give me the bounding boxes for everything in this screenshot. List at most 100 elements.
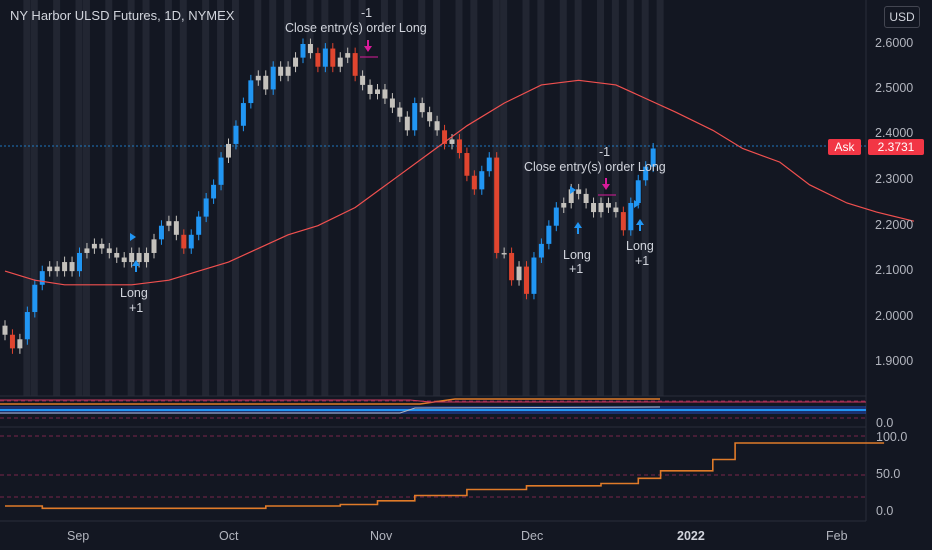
- candle-body: [643, 166, 649, 181]
- highlight-bands: [23, 0, 664, 396]
- candle-body: [24, 312, 30, 340]
- candle-body: [583, 193, 589, 203]
- close-signal-qty: -1: [599, 145, 611, 159]
- highlight-band: [306, 0, 314, 396]
- candle-body: [91, 243, 97, 249]
- candle-body: [456, 139, 462, 154]
- candle-body: [166, 221, 172, 226]
- candle-body: [479, 171, 485, 190]
- candle-body: [538, 243, 544, 258]
- candle-body: [412, 103, 418, 131]
- candle-body: [516, 266, 522, 281]
- candle-body: [218, 157, 224, 185]
- candle-body: [226, 143, 231, 158]
- candle-body: [434, 121, 440, 131]
- candle-body: [591, 203, 597, 213]
- long-signal-qty: +1: [635, 254, 650, 268]
- candle-body: [151, 239, 157, 253]
- candle-body: [486, 157, 492, 172]
- candle-body: [2, 325, 8, 335]
- candle-body: [77, 252, 82, 272]
- candle-body: [524, 266, 529, 294]
- candle-body: [188, 234, 194, 249]
- highlight-band: [53, 0, 61, 396]
- candle-body: [144, 252, 150, 263]
- candle-body: [47, 266, 53, 272]
- candle-body: [240, 103, 246, 126]
- candle-body: [69, 262, 75, 272]
- highlight-band: [611, 0, 619, 396]
- highlight-band: [641, 0, 649, 396]
- price-axis-label: 2.2000: [875, 218, 914, 232]
- highlight-band: [269, 0, 277, 396]
- candle-body: [196, 216, 202, 235]
- candle-body: [337, 57, 343, 67]
- candle-body: [531, 257, 537, 294]
- price-axis-label: 2.0000: [875, 309, 914, 323]
- symbol-title[interactable]: NY Harbor ULSD Futures, 1D, NYMEX: [10, 8, 235, 23]
- candle-body: [419, 103, 425, 113]
- highlight-band: [75, 0, 83, 396]
- candle-body: [54, 266, 60, 272]
- pane2-axis-label: 0.0: [876, 504, 894, 518]
- time-axis-label: Oct: [219, 529, 239, 543]
- candle-body: [211, 184, 217, 199]
- candle-body: [129, 252, 135, 263]
- candle-body: [360, 75, 366, 85]
- pane2-axis-label: 100.0: [876, 430, 908, 444]
- highlight-band: [321, 0, 329, 396]
- candle-body: [352, 53, 358, 76]
- entry-marker-icon: [570, 186, 576, 194]
- last-price-tag: 2.3731: [868, 139, 924, 155]
- candle-body: [620, 212, 626, 231]
- long-arrow-icon: [636, 219, 644, 231]
- price-axis-label: 2.4000: [875, 126, 914, 140]
- candle-body: [114, 252, 120, 258]
- highlight-band: [254, 0, 262, 396]
- candle-body: [322, 48, 328, 67]
- candle-body: [375, 89, 380, 94]
- candle-body: [17, 339, 23, 349]
- close-signal-label: Close entry(s) order Long: [524, 160, 666, 174]
- candle-body: [382, 89, 388, 99]
- candle-body: [546, 225, 552, 244]
- candle-body: [300, 44, 306, 58]
- price-axis-label: 2.1000: [875, 263, 914, 277]
- indicator-line: [0, 398, 660, 405]
- candle-body: [449, 139, 455, 144]
- long-signal-qty: +1: [569, 262, 584, 276]
- candle-body: [464, 153, 470, 176]
- candle-body: [598, 203, 604, 213]
- candle-body: [84, 248, 90, 253]
- highlight-band: [23, 0, 31, 396]
- candle-body: [99, 243, 105, 249]
- candle-body: [203, 198, 209, 217]
- highlight-band: [179, 0, 187, 396]
- highlight-band: [30, 0, 38, 396]
- close-arrow-icon: [602, 178, 610, 190]
- highlight-band: [470, 0, 478, 396]
- highlight-band: [231, 0, 239, 396]
- indicator-line: [0, 406, 661, 414]
- highlight-band: [164, 0, 172, 396]
- highlight-band: [395, 0, 403, 396]
- candle-body: [501, 252, 507, 255]
- highlight-band: [343, 0, 351, 396]
- candle-body: [389, 98, 395, 108]
- candle-body: [442, 130, 448, 144]
- highlight-band: [418, 0, 426, 396]
- candle-body: [613, 207, 619, 213]
- currency-button[interactable]: USD: [884, 6, 920, 28]
- candle-body: [62, 262, 68, 272]
- candle-body: [233, 125, 239, 144]
- candle-body: [173, 221, 179, 235]
- price-axis-label: 2.3000: [875, 172, 914, 186]
- long-signal-label: Long: [120, 286, 148, 300]
- candle-body: [330, 48, 336, 67]
- highlight-band: [455, 0, 463, 396]
- candle-body: [650, 148, 656, 167]
- candle-body: [404, 116, 410, 131]
- candle-body: [427, 112, 433, 122]
- time-axis-label: Sep: [67, 529, 90, 543]
